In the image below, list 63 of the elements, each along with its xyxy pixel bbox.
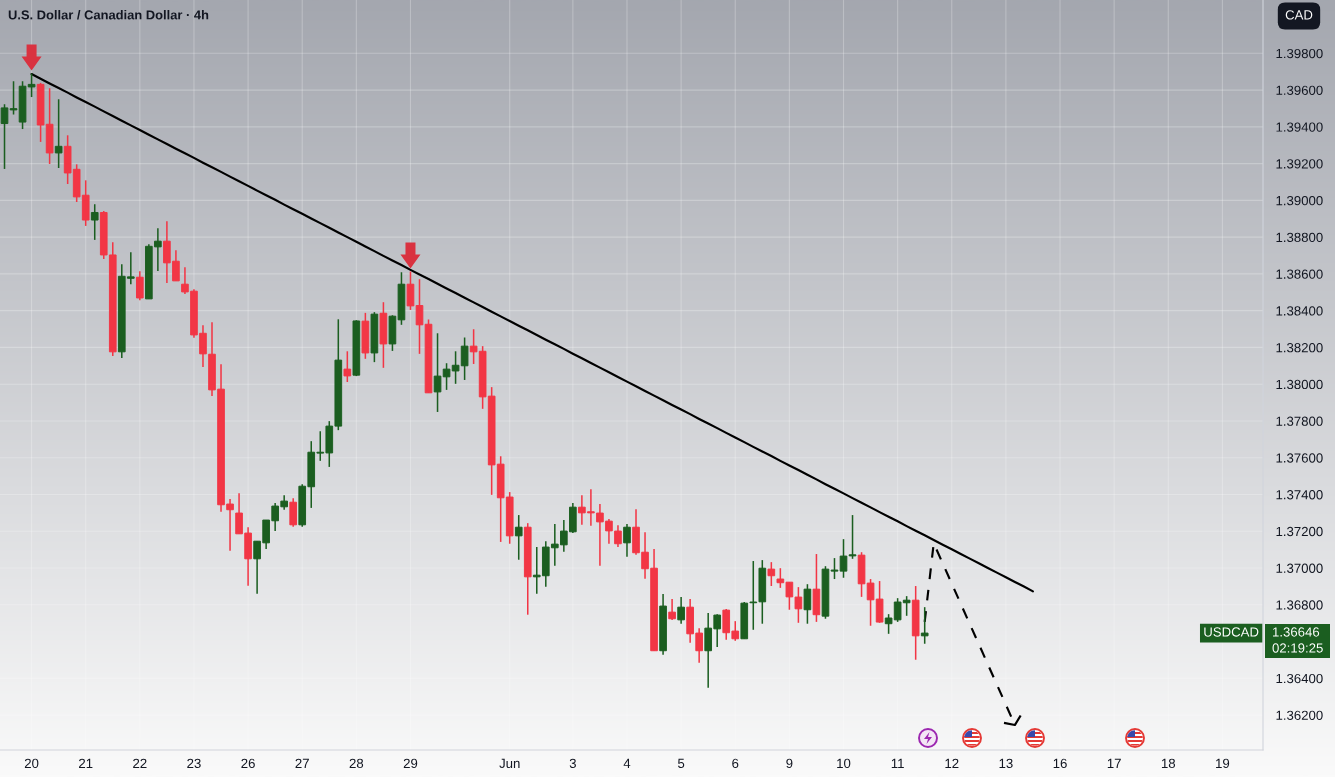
candlestick xyxy=(920,606,929,645)
x-tick-label: Jun xyxy=(499,758,520,769)
y-tick-label: 1.39600 xyxy=(1276,85,1323,95)
candlestick xyxy=(289,497,298,528)
candlestick xyxy=(677,596,685,625)
y-tick-label: 1.38600 xyxy=(1276,269,1323,279)
y-tick-label: 1.38200 xyxy=(1276,342,1323,353)
y-tick-label: 1.38000 xyxy=(1276,379,1323,390)
x-tick-label: 19 xyxy=(1216,758,1230,769)
candlestick xyxy=(415,278,424,355)
y-tick-label: 1.38400 xyxy=(1276,306,1323,316)
candlestick xyxy=(767,561,776,587)
x-tick-label: 26 xyxy=(241,758,255,769)
x-tick-label: 9 xyxy=(786,758,793,769)
candlestick xyxy=(848,514,857,560)
x-tick-label: 10 xyxy=(837,758,851,769)
candlestick xyxy=(0,103,9,170)
y-tick-label: 1.37800 xyxy=(1276,416,1323,426)
candlestick xyxy=(54,98,63,169)
y-tick-label: 1.39200 xyxy=(1276,159,1323,169)
y-tick-label: 1.36400 xyxy=(1276,673,1323,684)
text: 02:19:25 xyxy=(1272,643,1323,653)
x-tick-label: 13 xyxy=(999,758,1013,769)
text: 1.36646 xyxy=(1273,627,1320,637)
annotation: USDCAD xyxy=(1204,627,1259,637)
y-tick-label: 1.36800 xyxy=(1276,600,1323,610)
y-tick-label: 1.39400 xyxy=(1276,122,1323,132)
y-tick-label: 1.37400 xyxy=(1276,490,1323,500)
x-tick-label: 18 xyxy=(1161,758,1176,769)
x-tick-label: 5 xyxy=(677,758,685,769)
y-tick-label: 1.39000 xyxy=(1276,195,1323,206)
candlestick xyxy=(668,598,676,621)
x-tick-label: 21 xyxy=(79,758,93,768)
x-tick-label: 29 xyxy=(403,758,418,769)
y-tick-label: 1.37200 xyxy=(1276,526,1323,537)
y-tick-label: 1.37000 xyxy=(1276,563,1323,573)
line-series xyxy=(30,73,1035,593)
x-tick-label: 17 xyxy=(1107,758,1121,768)
candlestick xyxy=(839,538,848,579)
x-tick-label: 28 xyxy=(349,758,364,769)
x-tick-label: 27 xyxy=(295,758,309,768)
candlestick xyxy=(406,270,415,311)
text: U.S. Dollar / Canadian Dollar · 4h xyxy=(8,9,209,20)
candlestick xyxy=(343,350,352,383)
x-tick-label: 6 xyxy=(732,758,739,769)
candlestick xyxy=(514,514,523,561)
x-tick-label: 20 xyxy=(24,758,39,769)
y-tick-label: 1.38800 xyxy=(1276,232,1323,243)
x-tick-label: 16 xyxy=(1053,758,1067,769)
x-tick-label: 4 xyxy=(623,758,631,768)
y-tick-label: 1.39800 xyxy=(1276,48,1323,59)
x-tick-label: 11 xyxy=(891,758,904,768)
y-tick-label: 1.36200 xyxy=(1276,710,1323,720)
x-tick-label: 23 xyxy=(187,758,201,769)
x-tick-label: 12 xyxy=(945,758,959,768)
y-tick-label: 1.37600 xyxy=(1276,453,1323,463)
candlestick xyxy=(90,203,99,241)
candlestick xyxy=(623,523,631,558)
y-axis-title: CAD xyxy=(1285,10,1313,20)
x-tick-label: 3 xyxy=(569,758,576,769)
candlestick xyxy=(136,270,144,301)
x-tick-label: 22 xyxy=(133,758,147,768)
candlestick xyxy=(803,583,812,625)
